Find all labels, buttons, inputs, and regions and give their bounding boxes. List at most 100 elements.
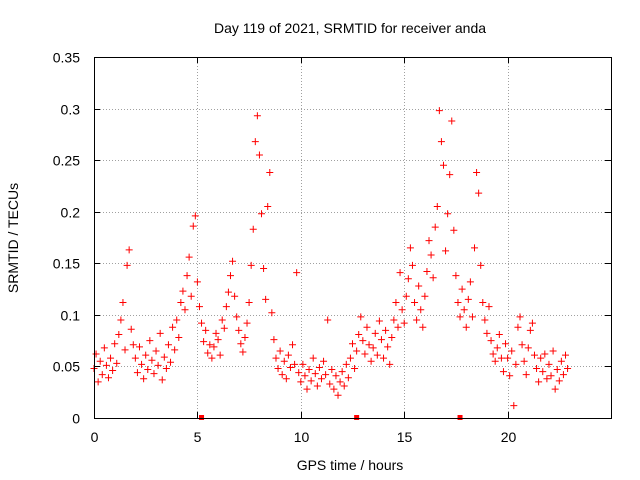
data-point	[433, 203, 441, 211]
data-point	[233, 313, 241, 321]
data-point	[543, 375, 551, 383]
data-point	[156, 329, 164, 337]
data-point	[148, 356, 156, 364]
data-point	[435, 107, 443, 115]
data-point	[202, 326, 210, 334]
gap-marker	[354, 415, 360, 420]
chart-title: Day 119 of 2021, SRMTID for receiver and…	[214, 20, 486, 36]
data-point	[330, 385, 338, 393]
data-point	[502, 340, 510, 348]
x-axis-label: GPS time / hours	[297, 457, 404, 473]
data-point	[553, 366, 561, 374]
data-point	[466, 278, 474, 286]
data-point	[406, 244, 414, 252]
data-point	[299, 360, 307, 368]
data-point	[175, 334, 183, 342]
data-point	[102, 361, 110, 369]
data-point	[226, 272, 234, 280]
data-point	[123, 261, 131, 269]
data-point	[462, 323, 470, 331]
data-point	[431, 223, 439, 231]
data-point	[557, 357, 565, 365]
data-point	[522, 371, 530, 379]
data-point	[411, 298, 419, 306]
data-point	[138, 360, 146, 368]
gap-marker	[457, 415, 463, 420]
data-point	[125, 246, 133, 254]
data-point	[506, 372, 514, 380]
data-point	[119, 298, 127, 306]
data-point	[245, 298, 253, 306]
data-point	[497, 354, 505, 362]
data-point	[477, 261, 485, 269]
data-point	[468, 313, 476, 321]
data-point	[471, 244, 479, 252]
data-point	[518, 341, 526, 349]
data-point	[140, 375, 148, 383]
data-point	[355, 330, 363, 338]
data-point	[297, 378, 305, 386]
data-point	[367, 357, 375, 365]
y-tick-label: 0.3	[61, 102, 81, 118]
data-point	[115, 330, 123, 338]
x-tick-label: 20	[501, 429, 517, 445]
data-point	[189, 222, 197, 230]
data-point	[516, 313, 524, 321]
data-point	[537, 354, 545, 362]
data-point	[247, 261, 255, 269]
data-point	[272, 354, 280, 362]
data-point	[258, 210, 266, 218]
data-point	[481, 316, 489, 324]
y-tick-label: 0.15	[53, 256, 80, 272]
data-point	[171, 346, 179, 354]
data-point	[375, 317, 383, 325]
data-point	[512, 360, 520, 368]
y-tick-label: 0	[72, 411, 80, 427]
data-point	[96, 357, 104, 365]
data-point	[547, 372, 555, 380]
data-point	[535, 378, 543, 386]
data-point	[322, 371, 330, 379]
data-point	[109, 367, 117, 375]
data-point	[150, 370, 158, 378]
data-point	[520, 357, 528, 365]
data-point	[104, 374, 112, 382]
data-point	[214, 336, 222, 344]
data-point	[504, 354, 512, 362]
data-point	[377, 336, 385, 344]
data-point	[320, 357, 328, 365]
data-point	[239, 348, 247, 356]
data-point	[361, 350, 369, 358]
data-point	[427, 251, 435, 259]
y-tick-label: 0.05	[53, 359, 80, 375]
data-point	[309, 354, 317, 362]
grid	[94, 57, 611, 418]
data-point	[396, 269, 404, 277]
data-point	[392, 298, 400, 306]
data-point	[289, 341, 297, 349]
data-point	[243, 319, 251, 327]
data-point	[237, 340, 245, 348]
data-point	[313, 382, 321, 390]
data-point	[253, 112, 261, 120]
data-point	[286, 363, 294, 371]
data-point	[408, 261, 416, 269]
data-point	[336, 378, 344, 386]
data-point	[495, 330, 503, 338]
data-point	[229, 257, 237, 265]
data-point	[510, 402, 518, 410]
data-point	[373, 351, 381, 359]
y-tick-labels: 0 0.05 0.1 0.15 0.2 0.25 0.3 0.35	[53, 50, 80, 427]
data-point	[444, 210, 452, 218]
data-point	[216, 351, 224, 359]
data-point	[191, 212, 199, 220]
data-point	[262, 295, 270, 303]
data-point	[315, 363, 323, 371]
data-point	[284, 351, 292, 359]
gap-markers	[199, 415, 463, 420]
data-point	[357, 313, 365, 321]
data-point	[363, 323, 371, 331]
data-point	[307, 377, 315, 385]
data-point	[127, 325, 135, 333]
data-point	[200, 338, 208, 346]
